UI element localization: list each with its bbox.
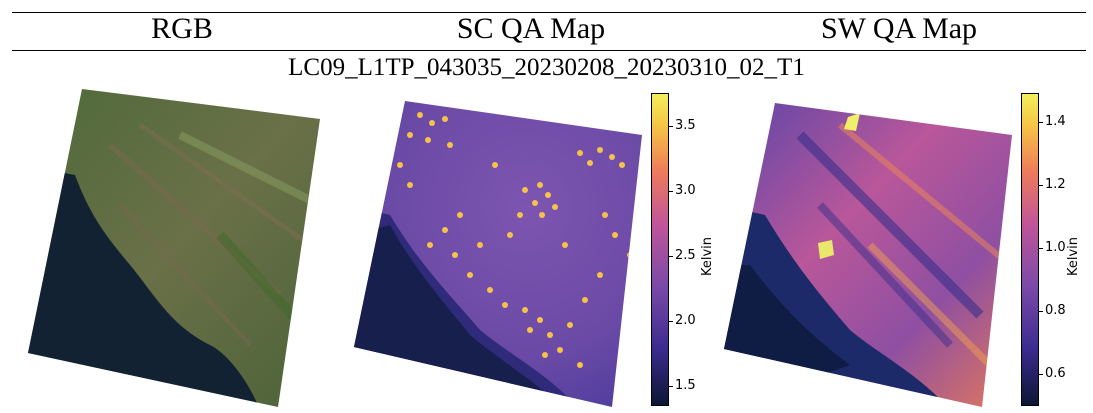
sc-colorbar-tick-label: 1.5 [675, 377, 696, 393]
sc-qa-map-image [354, 101, 642, 407]
sc-colorbar-tick-mark [669, 191, 673, 193]
sc-colorbar-tick-mark [669, 126, 673, 128]
sc-colorbar-tick-label: 3.5 [675, 118, 696, 134]
sw-colorbar-tick-mark [1039, 310, 1043, 312]
sc-colorbar-tick-label: 2.5 [675, 247, 696, 263]
sw-colorbar-label: Kelvin [1066, 236, 1081, 276]
column-header-sc-qa-map: SC QA Map [456, 12, 606, 45]
scene-id: LC09_L1TP_043035_20230208_20230310_02_T1 [288, 54, 805, 81]
sw-colorbar-tick-label: 0.6 [1045, 365, 1066, 381]
sw-colorbar-tick-mark [1039, 122, 1043, 124]
sc-colorbar [651, 93, 669, 406]
column-header-rgb: RGB [151, 12, 213, 45]
sc-colorbar-tick-label: 3.0 [675, 183, 696, 199]
sw-colorbar-tick-mark [1039, 185, 1043, 187]
sw-colorbar-tick-label: 1.2 [1045, 177, 1066, 193]
column-header-sw-qa-map: SW QA Map [820, 12, 978, 45]
sw-qa-map-image [724, 103, 1012, 407]
sw-colorbar-tick-label: 1.4 [1045, 114, 1066, 130]
sc-colorbar-label: Kelvin [700, 236, 715, 276]
rgb-image [28, 89, 320, 407]
sw-colorbar-tick-label: 1.0 [1045, 239, 1066, 255]
sc-colorbar-tick-mark [669, 255, 673, 257]
sc-colorbar-tick-mark [669, 320, 673, 322]
sw-colorbar-tick-mark [1039, 247, 1043, 249]
sc-colorbar-tick-mark [669, 385, 673, 387]
sw-colorbar [1021, 93, 1039, 406]
table-header-rule [12, 50, 1086, 51]
table-top-rule [12, 12, 1086, 13]
sw-colorbar-tick-mark [1039, 373, 1043, 375]
sw-colorbar-tick-label: 0.8 [1045, 302, 1066, 318]
sc-colorbar-tick-label: 2.0 [675, 312, 696, 328]
